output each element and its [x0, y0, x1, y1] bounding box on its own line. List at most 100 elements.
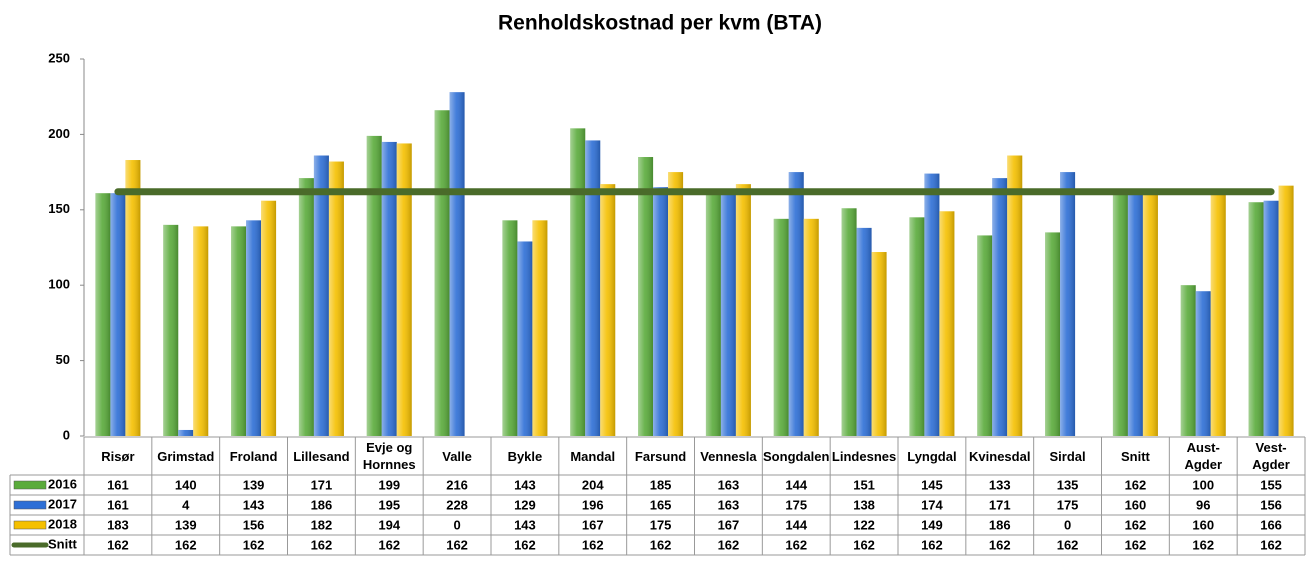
bar-shine [856, 227, 872, 436]
x-tick-label: Risør [101, 448, 135, 464]
table-value: 160 [1125, 497, 1147, 512]
bar-shine [110, 193, 126, 436]
bar-shine [163, 224, 179, 436]
table-value: 140 [175, 477, 197, 492]
bar-shine [231, 226, 247, 436]
table-value: 145 [921, 477, 943, 492]
bar-shine [1210, 194, 1226, 436]
table-value: 162 [1125, 477, 1147, 492]
table-value: 162 [650, 537, 672, 552]
table-value: 162 [311, 537, 333, 552]
bar-shine [1278, 185, 1294, 436]
x-tick-label: Vest-Agder [1252, 440, 1290, 472]
table-value: 100 [1192, 477, 1214, 492]
table-value: 122 [853, 517, 875, 532]
bar-shine [1060, 172, 1076, 436]
table-value: 162 [175, 537, 197, 552]
x-tick-cell: Grimstad [157, 448, 215, 464]
table-value: 171 [989, 497, 1011, 512]
x-tick-cell: Valle [442, 449, 472, 464]
x-tick-label: Farsund [634, 448, 687, 464]
bar-shine [396, 143, 412, 436]
table-value: 162 [446, 537, 468, 552]
bar-shine [705, 190, 721, 436]
table-value: 161 [107, 497, 129, 512]
bar-shine [449, 92, 465, 437]
table-value: 199 [378, 477, 400, 492]
table-value: 162 [582, 537, 604, 552]
table-value: 175 [1057, 497, 1079, 512]
x-tick-label: Vennesla [700, 448, 757, 464]
bar-shine [125, 160, 141, 436]
table-value: 162 [1125, 517, 1147, 532]
bar-shine [668, 172, 684, 436]
table-value: 196 [582, 497, 604, 512]
x-tick-label: Evje og Hornnes [362, 440, 416, 472]
x-tick-label: Froland [229, 448, 278, 464]
table-value: 133 [989, 477, 1011, 492]
table-value: 186 [311, 497, 333, 512]
x-tick-cell: Froland [229, 448, 278, 464]
legend-swatch [13, 480, 47, 490]
table-value: 143 [514, 517, 536, 532]
table-value: 160 [1192, 517, 1214, 532]
bar-shine [638, 157, 654, 436]
bar-shine [1112, 191, 1128, 436]
x-tick-cell: Lindesnes [831, 448, 897, 464]
table-value: 162 [989, 537, 1011, 552]
bar-shine [924, 173, 940, 436]
x-tick-label: Lillesand [293, 448, 350, 464]
y-tick-label: 200 [48, 126, 70, 141]
x-tick-cell: Vennesla [700, 448, 757, 464]
table-value: 204 [582, 477, 604, 492]
bar-shine [95, 193, 111, 436]
bar-shine [585, 140, 601, 436]
table-value: 144 [785, 517, 807, 532]
bar-shine [841, 208, 857, 436]
x-tick-label: Grimstad [157, 448, 215, 464]
legend-label: 2017 [48, 496, 77, 511]
table-value: 144 [785, 477, 807, 492]
bar-shine [178, 429, 194, 436]
bar-shine [735, 184, 751, 436]
table-value: 135 [1057, 477, 1079, 492]
bar-shine [366, 135, 382, 436]
bar-shine [1007, 155, 1023, 436]
x-tick-label: Lindesnes [831, 448, 897, 464]
bar-shine [570, 128, 586, 437]
bar-shine [720, 190, 736, 436]
bar-shine [532, 220, 548, 436]
table-value: 175 [650, 517, 672, 532]
table-value: 143 [514, 477, 536, 492]
table-value: 143 [243, 497, 265, 512]
bar-shine [653, 187, 669, 436]
bar-shine [977, 235, 993, 436]
x-tick-cell: Sirdal [1050, 449, 1086, 464]
legend-label: 2016 [48, 476, 77, 491]
x-tick-cell: Lyngdal [907, 448, 957, 464]
table-value: 162 [785, 537, 807, 552]
table-value: 138 [853, 497, 875, 512]
table-value: 182 [311, 517, 333, 532]
table-value: 139 [175, 517, 197, 532]
x-tick-cell: Evje og Hornnes [362, 440, 416, 472]
table-value: 163 [718, 477, 740, 492]
table-value: 129 [514, 497, 536, 512]
table-value: 0 [453, 517, 460, 532]
table-value: 96 [1196, 497, 1210, 512]
table-value: 162 [853, 537, 875, 552]
bar-shine [992, 178, 1008, 436]
y-tick-label: 150 [48, 201, 70, 216]
bar-shine [939, 211, 955, 436]
table-value: 162 [107, 537, 129, 552]
table-value: 171 [311, 477, 333, 492]
bar-shine [1263, 200, 1279, 436]
bar-shine [502, 220, 518, 436]
x-tick-label: Lyngdal [907, 448, 957, 464]
x-tick-cell: Bykle [508, 449, 543, 464]
y-tick-label: 50 [56, 352, 70, 367]
table-value: 165 [650, 497, 672, 512]
table-value: 161 [107, 477, 129, 492]
bar-shine [298, 178, 314, 436]
table-value: 162 [514, 537, 536, 552]
